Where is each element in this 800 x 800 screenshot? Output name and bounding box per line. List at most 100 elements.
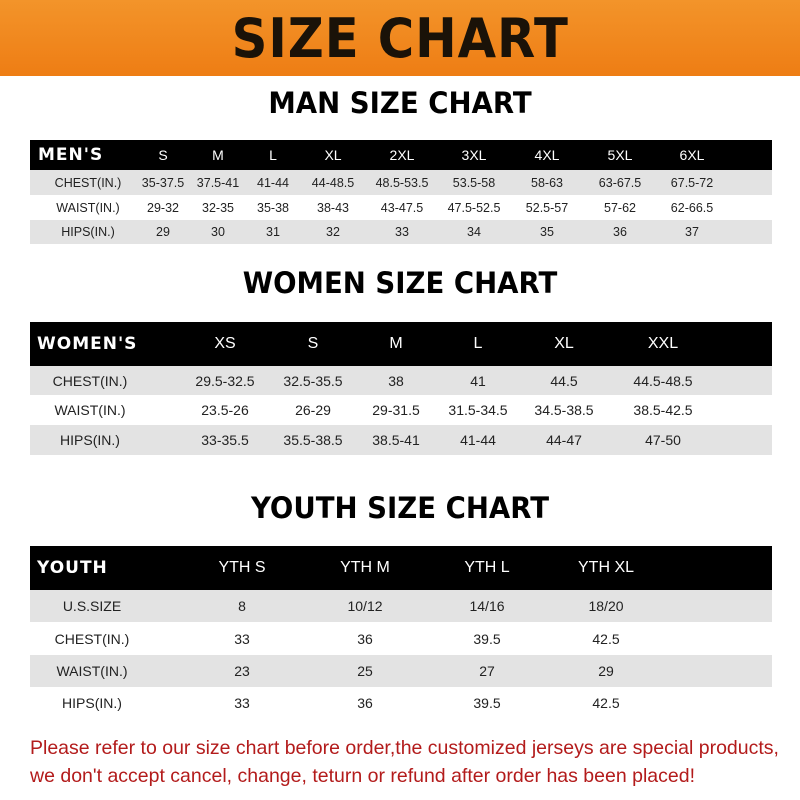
order-notice: Please refer to our size chart before or… <box>30 737 779 787</box>
size-header: YTH M <box>340 559 390 576</box>
measurement-cell: 31 <box>266 225 280 239</box>
measurement-cell: 33 <box>395 225 409 239</box>
measurement-cell: 32 <box>326 225 340 239</box>
measurement-cell: 41 <box>470 372 486 389</box>
size-header: M <box>212 147 224 163</box>
measurement-cell: 63-67.5 <box>598 175 642 190</box>
measurement-cell: 43-47.5 <box>380 200 424 215</box>
measurement-cell: 34.5-38.5 <box>534 402 594 418</box>
size-header: YTH S <box>218 559 266 576</box>
size-chart-banner: SIZE CHART <box>0 0 800 76</box>
table-row: HIPS(IN.) 33-35.5 35.5-38.5 38.5-41 41-44 44-… <box>30 425 772 455</box>
size-header: YTH XL <box>577 559 635 576</box>
table-row: WAIST(IN.) 29-32 32-35 35-38 38-43 43-47.5 47.… <box>30 195 772 220</box>
measurement-cell: 38.5-42.5 <box>633 402 693 418</box>
measurement-cell: 23 <box>234 663 250 679</box>
header-row: WOMEN'S XS S M L XL XXL <box>30 322 772 366</box>
measurement-cell: 41-44 <box>257 175 289 190</box>
header-row: YOUTH YTH S YTH M YTH L YTH XL <box>30 546 772 590</box>
measurement-cell: 29 <box>156 225 170 239</box>
row-label: U.S.SIZE <box>62 598 122 614</box>
measurement-cell: 37 <box>685 225 699 239</box>
women-title: WOMEN SIZE CHART <box>242 266 558 300</box>
size-header: YTH L <box>464 559 510 576</box>
measurement-cell: 33 <box>234 630 250 647</box>
size-header: XXL <box>647 335 679 352</box>
measurement-cell: 31.5-34.5 <box>448 402 508 418</box>
row-label: WAIST(IN.) <box>54 402 126 418</box>
measurement-cell: 57-62 <box>604 200 636 215</box>
measurement-cell: 8 <box>238 598 246 614</box>
measurement-cell: 39.5 <box>473 630 501 647</box>
measurement-cell: 58-63 <box>531 175 563 190</box>
size-header: 5XL <box>607 147 633 163</box>
measurement-cell: 35-38 <box>257 200 289 215</box>
measurement-cell: 29-31.5 <box>372 402 420 418</box>
measurement-cell: 32-35 <box>202 200 234 215</box>
measurement-cell: 67.5-72 <box>670 175 714 190</box>
row-label: HIPS(IN.) <box>61 225 115 239</box>
measurement-cell: 44.5-48.5 <box>633 372 693 389</box>
measurement-cell: 41-44 <box>460 432 496 448</box>
measurement-cell: 35.5-38.5 <box>283 432 343 448</box>
measurement-cell: 53.5-58 <box>452 175 496 190</box>
size-header: XL <box>324 147 342 163</box>
table-label: WOMEN'S <box>37 334 138 354</box>
size-header: 3XL <box>461 147 487 163</box>
measurement-cell: 35-37.5 <box>141 175 185 190</box>
measurement-cell: 44.5 <box>550 372 578 389</box>
measurement-cell: 42.5 <box>592 695 620 711</box>
measurement-cell: 34 <box>467 225 481 239</box>
youth-title: YOUTH SIZE CHART <box>250 491 550 525</box>
measurement-cell: 47.5-52.5 <box>447 200 501 215</box>
measurement-cell: 37.5-41 <box>196 175 240 190</box>
measurement-cell: 29.5-32.5 <box>195 372 255 389</box>
measurement-cell: 62-66.5 <box>670 200 714 215</box>
measurement-cell: 27 <box>479 663 495 679</box>
measurement-cell: 36 <box>357 630 373 647</box>
table-label: YOUTH <box>37 558 108 578</box>
row-label: CHEST(IN.) <box>54 630 130 647</box>
size-header: 2XL <box>389 147 415 163</box>
row-label: CHEST(IN.) <box>52 372 128 389</box>
banner-title: SIZE CHART <box>231 6 569 70</box>
measurement-cell: 47-50 <box>645 432 681 448</box>
measurement-cell: 48.5-53.5 <box>375 175 429 190</box>
measurement-cell: 10/12 <box>347 598 383 614</box>
table-row: HIPS(IN.) 33 36 39.5 42.5 <box>30 687 772 719</box>
table-label: MEN'S <box>38 145 104 165</box>
measurement-cell: 38 <box>388 372 404 389</box>
measurement-cell: 33-35.5 <box>201 432 249 448</box>
measurement-cell: 36 <box>357 695 373 711</box>
measurement-cell: 25 <box>357 663 373 679</box>
size-header: 4XL <box>534 147 560 163</box>
row-label: HIPS(IN.) <box>60 432 120 448</box>
size-header: XS <box>214 335 236 352</box>
size-header: M <box>389 335 403 352</box>
size-header: S <box>307 335 319 352</box>
measurement-cell: 42.5 <box>592 630 620 647</box>
table-row: WAIST(IN.) 23.5-26 26-29 29-31.5 31.5-34.5 34… <box>30 395 772 425</box>
table-row: CHEST(IN.) 29.5-32.5 32.5-35.5 38 41 44.5 44.5… <box>30 366 772 395</box>
measurement-cell: 29 <box>598 663 614 679</box>
size-header: S <box>158 147 168 163</box>
measurement-cell: 29-32 <box>147 200 179 215</box>
table-row: WAIST(IN.) 23 25 27 29 <box>30 655 772 687</box>
measurement-cell: 36 <box>613 225 627 239</box>
size-header: L <box>269 147 277 163</box>
header-row: MEN'S S M L XL 2XL 3XL 4XL 5XL 6XL <box>30 140 772 170</box>
table-row: HIPS(IN.) 29 30 31 32 33 34 35 36 37 <box>30 220 772 244</box>
size-header: XL <box>554 335 574 352</box>
size-header: L <box>473 335 483 352</box>
measurement-cell: 23.5-26 <box>201 402 249 418</box>
measurement-cell: 39.5 <box>473 695 501 711</box>
row-label: WAIST(IN.) <box>56 663 128 679</box>
row-label: CHEST(IN.) <box>54 175 122 190</box>
measurement-cell: 14/16 <box>469 598 505 614</box>
size-header: 6XL <box>679 147 705 163</box>
measurement-cell: 38.5-41 <box>372 432 420 448</box>
row-label: HIPS(IN.) <box>62 695 122 711</box>
measurement-cell: 32.5-35.5 <box>283 372 343 389</box>
table-row: CHEST(IN.) 35-37.5 37.5-41 41-44 44-48.5 48.5… <box>30 170 772 195</box>
measurement-cell: 26-29 <box>295 402 331 418</box>
